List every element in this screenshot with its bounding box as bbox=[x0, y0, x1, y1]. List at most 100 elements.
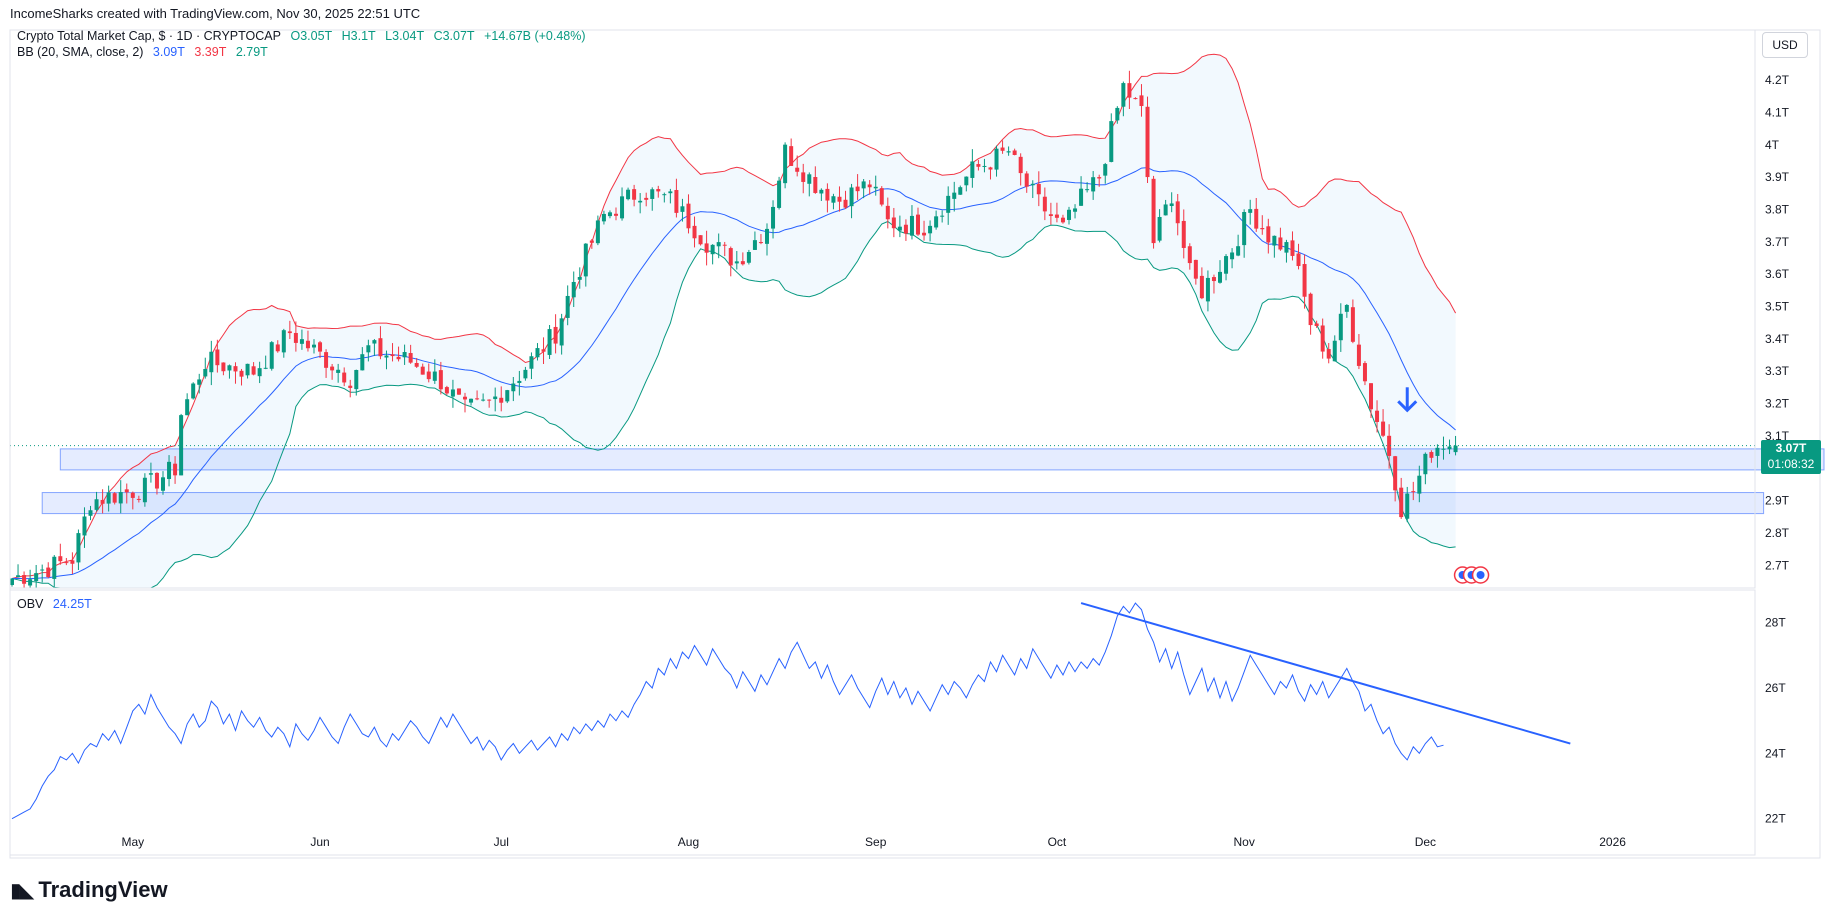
candle bbox=[922, 220, 927, 241]
candle-body bbox=[432, 371, 437, 381]
tradingview-logo[interactable]: ▮◣ TradingView bbox=[10, 877, 168, 903]
chart-attribution: IncomeSharks created with TradingView.co… bbox=[10, 6, 421, 21]
candle-body bbox=[58, 556, 63, 562]
candle bbox=[1109, 113, 1114, 163]
candle bbox=[396, 346, 401, 362]
candle-body bbox=[1254, 208, 1259, 229]
candle-body bbox=[34, 573, 39, 581]
candle-body bbox=[100, 499, 105, 504]
candle-body bbox=[16, 575, 21, 578]
candle bbox=[843, 190, 848, 209]
price-tick-label: 2.7T bbox=[1765, 558, 1790, 572]
bb-label[interactable]: BB (20, SMA, close, 2) bbox=[17, 45, 144, 59]
candle bbox=[1296, 243, 1301, 270]
candle-body bbox=[819, 189, 824, 194]
candle-body bbox=[46, 567, 51, 578]
candle bbox=[1127, 70, 1132, 109]
candle bbox=[1115, 106, 1120, 124]
candle-body bbox=[1266, 226, 1271, 243]
candle-body bbox=[831, 196, 836, 203]
candle bbox=[1048, 202, 1053, 225]
time-tick-label: Sep bbox=[865, 835, 887, 849]
candle-body bbox=[148, 473, 153, 475]
candle bbox=[976, 159, 981, 171]
candle-body bbox=[118, 492, 123, 504]
candle bbox=[372, 339, 377, 357]
candle bbox=[185, 393, 190, 416]
candle-body bbox=[1278, 237, 1283, 250]
arrow-head bbox=[1397, 400, 1418, 413]
candle-body bbox=[837, 196, 842, 202]
candle bbox=[668, 188, 673, 204]
candle-body bbox=[1441, 448, 1446, 450]
candle-body bbox=[396, 356, 401, 360]
candle bbox=[1205, 270, 1210, 312]
candle-body bbox=[1187, 246, 1192, 264]
candle-body bbox=[1024, 173, 1029, 187]
candle bbox=[946, 186, 951, 225]
candle bbox=[330, 363, 335, 380]
symbol-name[interactable]: Crypto Total Market Cap, $ · 1D · CRYPTO… bbox=[17, 29, 281, 43]
currency-button[interactable]: USD bbox=[1762, 32, 1808, 58]
candle bbox=[1211, 274, 1216, 294]
candle-body bbox=[789, 146, 794, 166]
support-zone-2 bbox=[41, 492, 1765, 515]
candle-body bbox=[825, 188, 830, 201]
candle-body bbox=[1169, 203, 1174, 207]
tradingview-logo-text: TradingView bbox=[38, 877, 168, 902]
candle-body bbox=[783, 144, 788, 184]
candle-body bbox=[982, 165, 987, 167]
candle bbox=[1121, 81, 1126, 117]
candle-body bbox=[1205, 277, 1210, 302]
price-tick-label: 4T bbox=[1765, 138, 1780, 152]
candle bbox=[1284, 239, 1289, 263]
candle-body bbox=[1387, 435, 1392, 456]
candle bbox=[813, 166, 818, 194]
candle-body bbox=[1411, 491, 1416, 493]
candle bbox=[88, 505, 93, 521]
candle bbox=[94, 491, 99, 512]
candle-body bbox=[1393, 456, 1398, 491]
candle bbox=[644, 192, 649, 207]
candle bbox=[1260, 215, 1265, 235]
candle-body bbox=[891, 217, 896, 229]
candle-body bbox=[1344, 304, 1349, 312]
candle-body bbox=[281, 330, 286, 353]
candles bbox=[10, 70, 1458, 588]
event-flag-dot bbox=[1476, 571, 1485, 579]
candle bbox=[1236, 234, 1241, 257]
support-zone-1 bbox=[59, 448, 1825, 471]
candle-body bbox=[1375, 410, 1380, 422]
candle bbox=[203, 357, 208, 379]
candle-body bbox=[1133, 98, 1138, 100]
candle-body bbox=[360, 354, 365, 371]
candle-body bbox=[1109, 121, 1114, 162]
candle bbox=[124, 483, 129, 504]
candle bbox=[758, 234, 763, 245]
candle bbox=[1036, 171, 1041, 207]
down-arrow-icon bbox=[1397, 387, 1418, 413]
candle bbox=[752, 231, 757, 250]
candle-body bbox=[1193, 259, 1198, 279]
candle-body bbox=[1054, 214, 1059, 218]
candle-body bbox=[112, 493, 117, 503]
candle-body bbox=[547, 329, 552, 355]
candle bbox=[879, 186, 884, 207]
obv-label[interactable]: OBV bbox=[17, 597, 44, 611]
candle-body bbox=[1405, 493, 1410, 519]
candle-body bbox=[106, 492, 111, 504]
candle bbox=[487, 399, 492, 408]
candle-body bbox=[632, 189, 637, 200]
candle-body bbox=[722, 244, 727, 246]
candle bbox=[215, 339, 220, 373]
candle bbox=[336, 363, 341, 383]
candle-body bbox=[330, 366, 335, 371]
candle-body bbox=[372, 340, 377, 344]
candle bbox=[76, 529, 81, 570]
candle bbox=[384, 350, 389, 370]
candle bbox=[318, 340, 323, 359]
candle bbox=[1320, 318, 1325, 359]
candle-body bbox=[1296, 253, 1301, 267]
candle bbox=[263, 355, 268, 370]
